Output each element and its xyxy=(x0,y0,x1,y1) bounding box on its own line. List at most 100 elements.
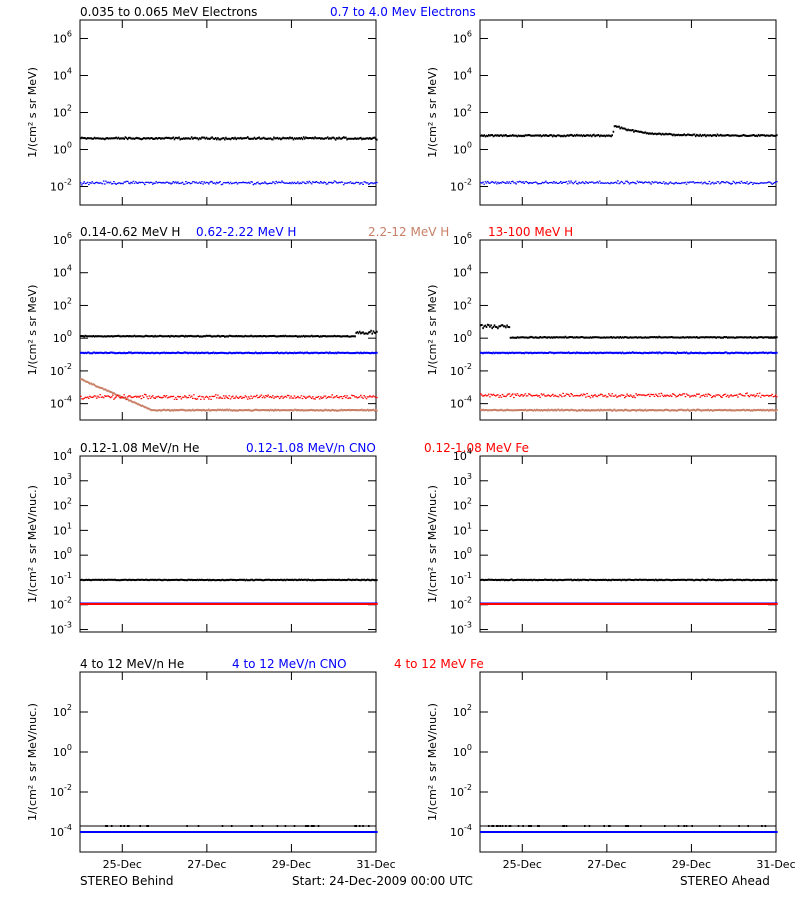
y-tick-label: 104 xyxy=(453,264,472,280)
plot-frame xyxy=(79,19,377,206)
series-points xyxy=(480,351,778,355)
y-tick-label: 10-2 xyxy=(450,178,472,194)
series-points xyxy=(480,392,778,399)
x-tick-label: 31-Dec xyxy=(356,858,395,871)
y-tick-label: 100 xyxy=(453,546,472,562)
legend-entry: 4 to 12 MeV/n CNO xyxy=(232,657,347,671)
legend-entry: 0.12-1.08 MeV Fe xyxy=(424,441,529,455)
footer-center: Start: 24-Dec-2009 00:00 UTC xyxy=(292,874,473,888)
series xyxy=(480,125,778,138)
series xyxy=(80,578,378,582)
series-points xyxy=(80,393,378,400)
series-points xyxy=(80,136,378,141)
y-tick-label: 103 xyxy=(453,472,472,488)
series-points xyxy=(80,378,378,412)
y-tick-label: 10-2 xyxy=(50,178,72,194)
y-tick-label: 10-2 xyxy=(50,362,72,378)
panel-1-ahead: 106 104 102 100 10-2 1/(cm² s sr MeV) xyxy=(426,19,778,206)
y-tick-label: 10-2 xyxy=(50,783,72,799)
y-tick-label: 106 xyxy=(53,30,72,46)
series-points xyxy=(480,180,778,185)
legend-entry: 0.035 to 0.065 MeV Electrons xyxy=(80,5,257,19)
y-tick-label: 104 xyxy=(453,67,472,83)
y-tick-label: 100 xyxy=(453,141,472,157)
y-tick-label: 10-1 xyxy=(50,571,72,587)
y-tick-label: 10-4 xyxy=(450,395,472,411)
legend-entry: 0.14-0.62 MeV H xyxy=(80,225,180,239)
y-axis-label: 1/(cm² s sr MeV) xyxy=(426,285,439,376)
y-tick-label: 106 xyxy=(453,231,472,247)
series xyxy=(80,136,378,141)
y-tick-label: 10-3 xyxy=(50,621,72,637)
y-tick-label: 10-4 xyxy=(450,823,472,839)
plot-frame xyxy=(479,19,777,206)
y-tick-label: 10-4 xyxy=(50,395,72,411)
series-points xyxy=(80,578,378,582)
series-points xyxy=(80,180,378,186)
y-tick-label: 10-2 xyxy=(50,596,72,612)
y-tick-label: 102 xyxy=(453,497,472,513)
y-tick-label: 100 xyxy=(53,743,72,759)
legend-entry: 4 to 12 MeV/n He xyxy=(80,657,184,671)
series xyxy=(80,329,378,338)
y-tick-label: 106 xyxy=(453,30,472,46)
y-tick-label: 104 xyxy=(53,67,72,83)
plot-frame xyxy=(479,455,777,633)
series xyxy=(480,180,778,185)
series xyxy=(480,351,778,355)
panel-2-behind: 106 104 102 100 10-2 10-4 1/(cm² s sr MeV) xyxy=(26,231,378,421)
x-tick-label: 27-Dec xyxy=(187,858,226,871)
series xyxy=(480,408,778,412)
y-tick-label: 10-3 xyxy=(450,621,472,637)
y-tick-label: 10-2 xyxy=(450,362,472,378)
series xyxy=(480,323,778,339)
footer-right: STEREO Ahead xyxy=(680,874,770,888)
legend-entry: 13-100 MeV H xyxy=(488,225,573,239)
series-points xyxy=(480,578,778,582)
y-tick-label: 101 xyxy=(53,521,72,537)
x-tick-label: 29-Dec xyxy=(272,858,311,871)
y-tick-label: 100 xyxy=(53,546,72,562)
plot-frame xyxy=(79,239,377,421)
legend-entry: 0.62-2.22 MeV H xyxy=(196,225,296,239)
series xyxy=(80,180,378,186)
plot-frame xyxy=(79,671,377,853)
y-axis-label: 1/(cm² s sr MeV/nuc.) xyxy=(426,485,439,603)
panel-4-behind: 102 100 10-2 10-4 1/(cm² s sr MeV/nuc.) xyxy=(26,671,378,853)
y-axis-label: 1/(cm² s sr MeV) xyxy=(26,67,39,158)
plot-frame xyxy=(479,671,777,853)
y-tick-label: 102 xyxy=(453,296,472,312)
series-points xyxy=(480,323,778,339)
series xyxy=(480,578,778,582)
series-points xyxy=(80,351,378,355)
y-tick-label: 10-2 xyxy=(450,596,472,612)
y-axis-label: 1/(cm² s sr MeV/nuc.) xyxy=(426,703,439,821)
y-tick-label: 102 xyxy=(53,703,72,719)
series-points xyxy=(480,408,778,412)
plot-grid: 0.035 to 0.065 MeV Electrons 0.7 to 4.0 M… xyxy=(26,5,778,853)
panel-4-ahead: 102 100 10-2 10-4 1/(cm² s sr MeV/nuc.) xyxy=(426,671,778,853)
y-tick-label: 10-1 xyxy=(450,571,472,587)
legend-entry: 0.7 to 4.0 Mev Electrons xyxy=(330,5,476,19)
panel-2-ahead: 106 104 102 100 10-2 10-4 1/(cm² s sr MeV) xyxy=(426,231,778,421)
x-tick-label: 27-Dec xyxy=(587,858,626,871)
y-tick-label: 10-4 xyxy=(50,823,72,839)
series xyxy=(80,378,378,412)
legend-entry: 4 to 12 MeV Fe xyxy=(394,657,484,671)
y-tick-label: 100 xyxy=(53,141,72,157)
x-tick-label: 25-Dec xyxy=(503,858,542,871)
y-axis-label: 1/(cm² s sr MeV/nuc.) xyxy=(26,485,39,603)
y-tick-label: 10-2 xyxy=(450,783,472,799)
series xyxy=(80,351,378,355)
y-tick-label: 102 xyxy=(53,104,72,120)
y-tick-label: 100 xyxy=(453,743,472,759)
legend-entry: 0.12-1.08 MeV/n He xyxy=(80,441,199,455)
y-tick-label: 101 xyxy=(453,521,472,537)
y-axis-label: 1/(cm² s sr MeV) xyxy=(26,285,39,376)
plot-frame xyxy=(479,239,777,421)
series-points xyxy=(80,329,378,338)
y-tick-label: 102 xyxy=(453,104,472,120)
y-axis-label: 1/(cm² s sr MeV/nuc.) xyxy=(26,703,39,821)
series xyxy=(80,393,378,400)
